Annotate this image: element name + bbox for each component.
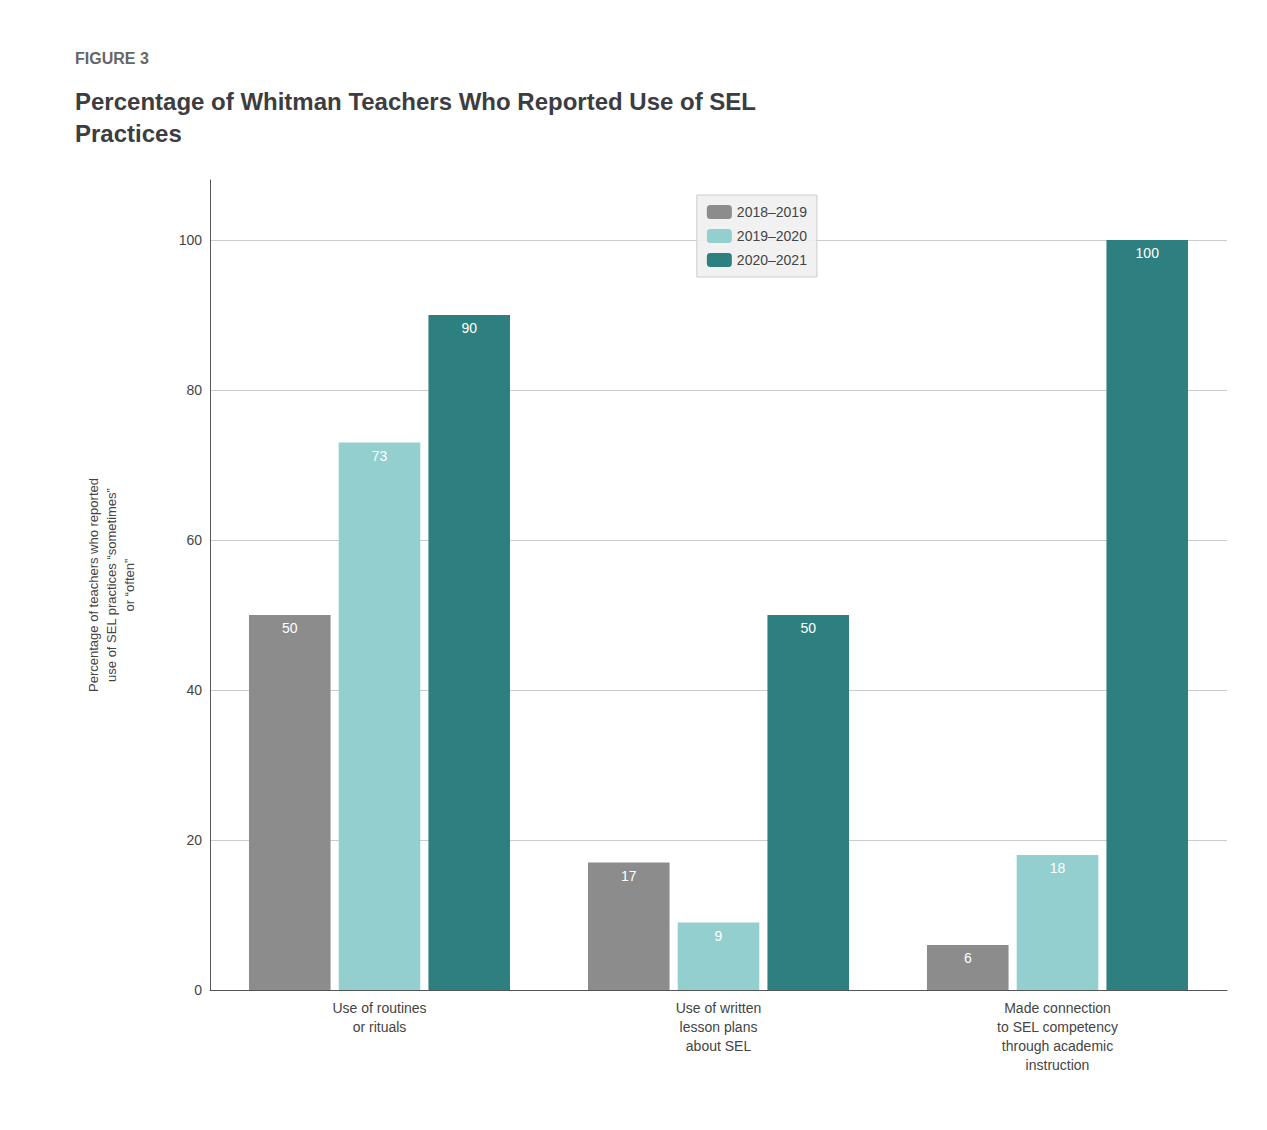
svg-text:0: 0 <box>194 982 202 998</box>
svg-text:17: 17 <box>621 868 637 884</box>
svg-text:2019–2020: 2019–2020 <box>737 228 807 244</box>
svg-text:FIGURE 3: FIGURE 3 <box>75 50 149 67</box>
svg-text:lesson plans: lesson plans <box>680 1019 758 1035</box>
svg-text:or “often”: or “often” <box>122 559 137 612</box>
svg-text:20: 20 <box>186 832 202 848</box>
svg-text:Practices: Practices <box>75 120 182 147</box>
svg-text:Percentage of Whitman Teachers: Percentage of Whitman Teachers Who Repor… <box>75 88 756 115</box>
svg-text:use of SEL practices “sometime: use of SEL practices “sometimes” <box>104 488 119 682</box>
svg-text:80: 80 <box>186 382 202 398</box>
svg-text:about SEL: about SEL <box>686 1038 752 1054</box>
svg-text:instruction: instruction <box>1026 1057 1090 1073</box>
svg-text:Use of written: Use of written <box>676 1000 762 1016</box>
svg-text:Made connection: Made connection <box>1004 1000 1111 1016</box>
svg-text:2018–2019: 2018–2019 <box>737 204 807 220</box>
svg-text:40: 40 <box>186 682 202 698</box>
svg-text:9: 9 <box>715 928 723 944</box>
svg-text:through academic: through academic <box>1002 1038 1113 1054</box>
svg-text:Use of routines: Use of routines <box>332 1000 426 1016</box>
svg-text:18: 18 <box>1050 860 1066 876</box>
svg-text:50: 50 <box>800 620 816 636</box>
svg-text:60: 60 <box>186 532 202 548</box>
svg-text:90: 90 <box>461 320 477 336</box>
svg-text:Percentage of teachers who rep: Percentage of teachers who reported <box>86 478 101 692</box>
svg-text:to SEL competency: to SEL competency <box>997 1019 1118 1035</box>
svg-text:2020–2021: 2020–2021 <box>737 252 807 268</box>
svg-text:6: 6 <box>964 950 972 966</box>
svg-text:50: 50 <box>282 620 298 636</box>
svg-text:or rituals: or rituals <box>353 1019 407 1035</box>
svg-text:100: 100 <box>1136 245 1160 261</box>
svg-text:100: 100 <box>179 232 203 248</box>
svg-text:73: 73 <box>372 448 388 464</box>
